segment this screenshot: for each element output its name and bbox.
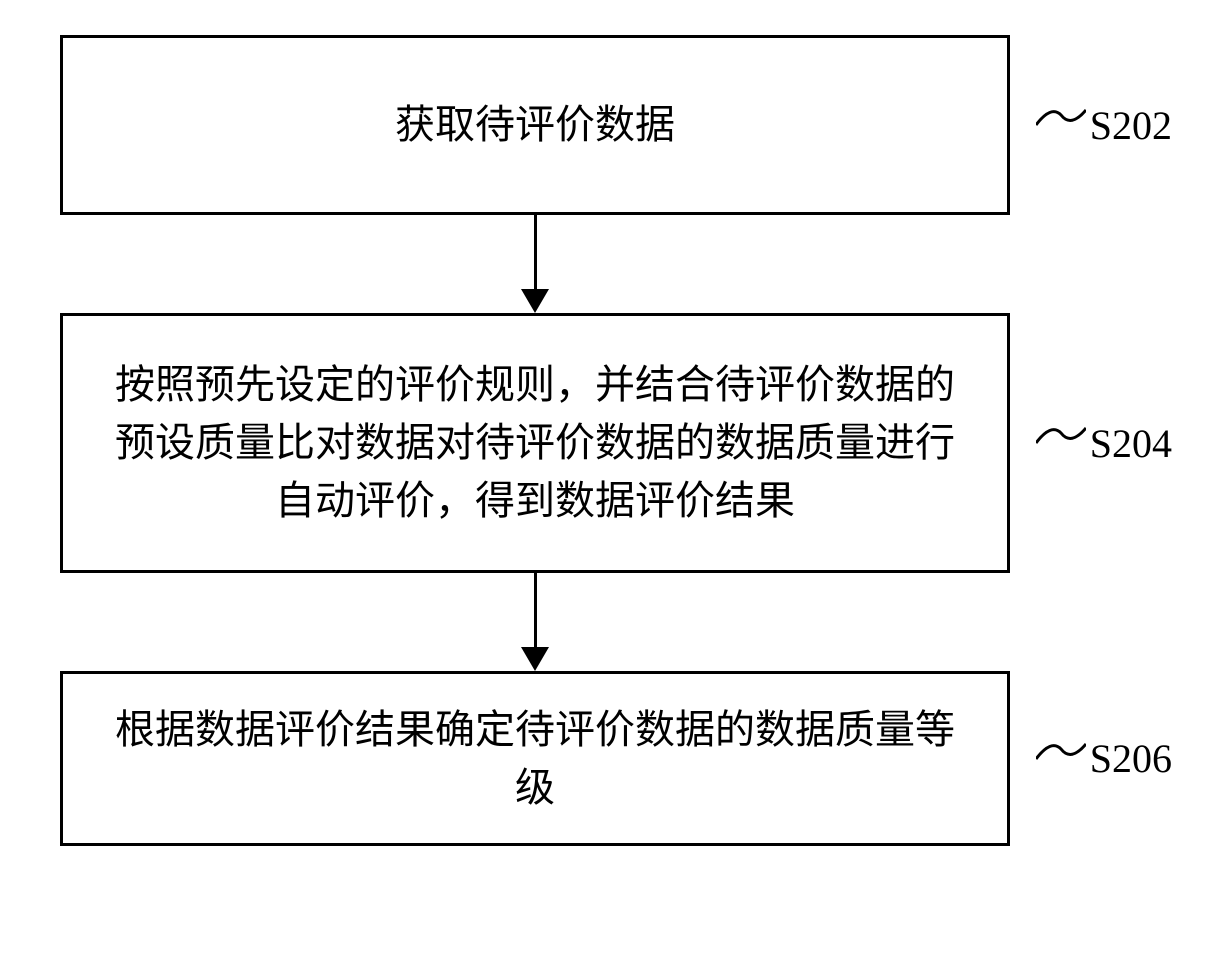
step-label-container: S202 bbox=[1036, 90, 1172, 160]
arrow-down-icon bbox=[534, 573, 537, 651]
curve-connector-icon bbox=[1036, 724, 1086, 794]
step-text: 按照预先设定的评价规则，并结合待评价数据的预设质量比对数据对待评价数据的数据质量… bbox=[103, 356, 967, 530]
flowchart-step-3: 根据数据评价结果确定待评价数据的数据质量等级 S206 bbox=[60, 671, 1010, 846]
step-label-container: S204 bbox=[1036, 408, 1172, 478]
arrow-down-icon bbox=[534, 215, 537, 293]
step-label-container: S206 bbox=[1036, 724, 1172, 794]
flowchart-step-2: 按照预先设定的评价规则，并结合待评价数据的预设质量比对数据对待评价数据的数据质量… bbox=[60, 313, 1010, 573]
flowchart-container: 获取待评价数据 S202 按照预先设定的评价规则，并结合待评价数据的预设质量比对… bbox=[60, 35, 1180, 846]
arrow-container bbox=[60, 215, 1010, 313]
flowchart-step-1: 获取待评价数据 S202 bbox=[60, 35, 1010, 215]
arrow-container bbox=[60, 573, 1010, 671]
step-label: S206 bbox=[1090, 735, 1172, 782]
curve-connector-icon bbox=[1036, 408, 1086, 478]
step-label: S202 bbox=[1090, 102, 1172, 149]
step-text: 根据数据评价结果确定待评价数据的数据质量等级 bbox=[103, 701, 967, 817]
step-label: S204 bbox=[1090, 420, 1172, 467]
curve-connector-icon bbox=[1036, 90, 1086, 160]
step-text: 获取待评价数据 bbox=[395, 96, 675, 154]
